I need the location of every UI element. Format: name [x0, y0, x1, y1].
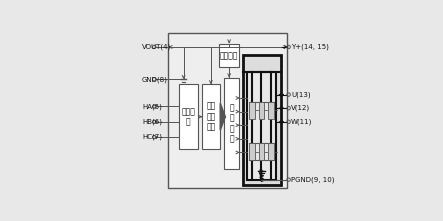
Polygon shape — [220, 103, 225, 130]
Text: U(13): U(13) — [291, 91, 311, 98]
Bar — [219, 44, 239, 67]
Text: VOUT(4): VOUT(4) — [142, 44, 171, 50]
Text: HA(5): HA(5) — [142, 103, 162, 110]
Bar — [179, 84, 198, 149]
Bar — [249, 143, 255, 160]
Bar — [168, 33, 287, 188]
Text: 输入电
路: 输入电 路 — [181, 107, 195, 126]
Text: HC(7): HC(7) — [142, 134, 162, 140]
Text: 逻辑
控制
电路: 逻辑 控制 电路 — [207, 102, 216, 132]
Bar — [202, 84, 220, 149]
Bar — [243, 55, 281, 185]
Text: W(11): W(11) — [291, 118, 312, 125]
Bar — [259, 101, 264, 118]
Bar — [268, 143, 274, 160]
Text: Y+(14, 15): Y+(14, 15) — [291, 44, 329, 50]
Text: 稳压电路: 稳压电路 — [220, 51, 238, 60]
Bar — [259, 143, 264, 160]
Text: GND(8): GND(8) — [142, 76, 168, 82]
Text: HB(6): HB(6) — [142, 118, 162, 125]
Bar — [268, 101, 274, 118]
Bar — [225, 78, 239, 170]
Text: V(12): V(12) — [291, 105, 310, 111]
Bar — [249, 101, 255, 118]
Text: PGND(9, 10): PGND(9, 10) — [291, 176, 334, 183]
Bar — [247, 72, 276, 180]
Text: 驱
动
电
路: 驱 动 电 路 — [229, 103, 234, 144]
